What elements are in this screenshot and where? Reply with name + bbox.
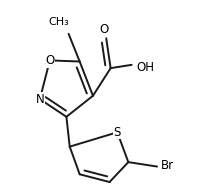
Text: CH₃: CH₃ xyxy=(48,17,69,27)
Text: O: O xyxy=(45,54,54,67)
Text: Br: Br xyxy=(160,159,173,172)
Text: S: S xyxy=(114,126,121,139)
Text: OH: OH xyxy=(136,61,154,74)
Text: N: N xyxy=(36,93,44,106)
Text: O: O xyxy=(99,23,109,36)
